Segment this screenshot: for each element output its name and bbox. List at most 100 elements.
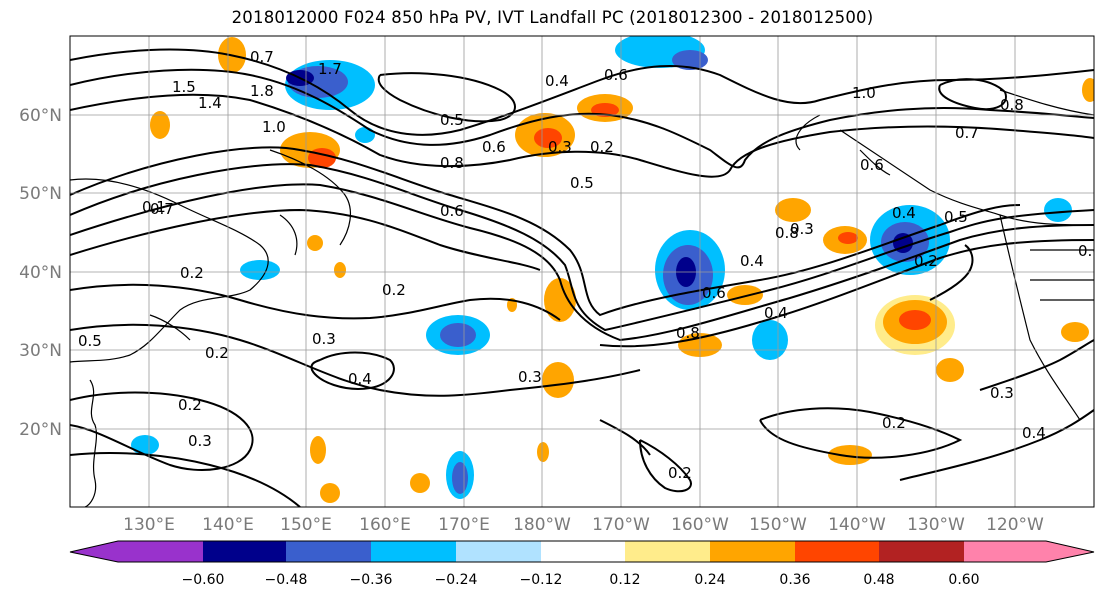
negative-anomaly-shading — [440, 323, 476, 347]
colorbar-segment — [710, 541, 795, 562]
lon-label: 130°W — [907, 515, 965, 535]
contour-label: 0.3 — [518, 368, 542, 386]
colorbar-tick-label: −0.48 — [265, 572, 308, 588]
lon-label: 150°E — [280, 515, 332, 535]
contour-label: 0.5 — [570, 174, 594, 192]
map-frame — [69, 35, 1095, 508]
negative-anomaly-shading — [752, 320, 788, 360]
positive-anomaly-shading — [727, 285, 763, 305]
colorbar: −0.60 −0.48 −0.36 −0.24 −0.12 0.12 0.24 … — [69, 540, 1095, 588]
contour-label: 1.0 — [262, 118, 286, 136]
colorbar-tick-label: 0.60 — [948, 572, 979, 588]
contour-label: 0.3 — [790, 220, 814, 238]
contour-label: 0.3 — [188, 432, 212, 450]
contour-label: 0.5 — [440, 111, 464, 129]
contour-label: 0.8 — [676, 324, 700, 342]
colorbar-segment — [964, 541, 1046, 562]
positive-anomaly-shading — [775, 198, 811, 222]
contour-label: 0.2 — [590, 138, 614, 156]
colorbar-segment — [118, 541, 203, 562]
colorbar-tick-label: 0.12 — [609, 572, 640, 588]
contour-label: 0.2 — [382, 281, 406, 299]
positive-anomaly-shading — [537, 442, 549, 462]
contour-label: 0.8 — [1000, 96, 1024, 114]
contour-label: 1.7 — [318, 60, 342, 78]
contour-label: 1.8 — [250, 82, 274, 100]
positive-anomaly-shading — [334, 262, 346, 278]
colorbar-tick-label: 0.36 — [779, 572, 810, 588]
lon-label: 160°W — [671, 515, 729, 535]
contour-label: 0.8 — [440, 154, 464, 172]
positive-anomaly-shading — [1061, 322, 1089, 342]
colorbar-segment — [1046, 541, 1094, 562]
contour-label: 0.6 — [440, 202, 464, 220]
contour-label: 0.4 — [348, 370, 372, 388]
contour-label: 0.4 — [1022, 424, 1046, 442]
negative-anomaly-shading — [672, 50, 708, 70]
colorbar-segment — [541, 541, 625, 562]
contour-label: 0.2 — [178, 396, 202, 414]
map-title: 2018012000 F024 850 hPa PV, IVT Landfall… — [231, 8, 874, 27]
lon-label: 170°E — [438, 515, 490, 535]
positive-anomaly-shading — [542, 362, 574, 398]
negative-anomaly-shading — [355, 127, 375, 143]
contour-label: 0.5 — [78, 332, 102, 350]
contour-label: 0.7 — [955, 124, 979, 142]
contour-label: 0.5 — [944, 208, 968, 226]
lon-label: 170°W — [592, 515, 650, 535]
contour-label: 0.6 — [1078, 242, 1102, 260]
negative-anomaly-shading — [240, 260, 280, 280]
contour-label: 0.7 — [150, 200, 174, 218]
colorbar-segment — [456, 541, 541, 562]
longitude-labels: 130°E 140°E 150°E 160°E 170°E 180°W 170°… — [123, 515, 1044, 535]
negative-anomaly-shading — [131, 435, 159, 455]
lon-label: 130°E — [123, 515, 175, 535]
lat-label: 20°N — [19, 420, 62, 440]
positive-anomaly-shading — [320, 483, 340, 503]
contour-label: 0.3 — [548, 138, 572, 156]
contour-label: 0.7 — [250, 48, 274, 66]
contour-label: 0.8 — [775, 224, 799, 242]
contour-label: 0.6 — [702, 284, 726, 302]
colorbar-segment — [371, 541, 456, 562]
colorbar-tick-label: 0.24 — [694, 572, 725, 588]
lon-label: 150°W — [749, 515, 807, 535]
colorbar-segment — [286, 541, 371, 562]
contour-label: 0.2 — [882, 414, 906, 432]
colorbar-tick-label: 0.48 — [863, 572, 894, 588]
contour-labels: 1.4 1.5 1.8 1.7 1.0 0.4 0.6 0.5 0.3 0.2 … — [78, 48, 1102, 482]
lat-label: 60°N — [19, 106, 62, 126]
positive-anomaly-shading — [936, 358, 964, 382]
contour-label: 0.2 — [205, 344, 229, 362]
contour-label: 0.6 — [482, 138, 506, 156]
contour-label: 1.0 — [852, 84, 876, 102]
colorbar-tick-label: −0.36 — [350, 572, 393, 588]
colorbar-outline — [69, 540, 1095, 563]
positive-anomaly-shading — [310, 436, 326, 464]
contour-label: 0.2 — [668, 464, 692, 482]
latitude-labels: 60°N 50°N 40°N 30°N 20°N — [19, 106, 62, 440]
contour-label: 0.4 — [764, 304, 788, 322]
contour-label: 0.3 — [990, 384, 1014, 402]
colorbar-tick-label: −0.24 — [435, 572, 478, 588]
colorbar-segment — [625, 541, 710, 562]
positive-anomaly-shading — [838, 232, 858, 244]
colorbar-segment — [203, 541, 286, 562]
lon-label: 140°W — [828, 515, 886, 535]
colorbar-tick-label: −0.60 — [182, 572, 225, 588]
positive-anomaly-shading — [150, 111, 170, 139]
graticule — [70, 36, 1094, 507]
colorbar-segment — [795, 541, 879, 562]
positive-anomaly-shading — [544, 278, 576, 322]
contour-label: 0.4 — [545, 72, 569, 90]
positive-anomaly-shading — [1082, 78, 1094, 102]
positive-anomaly-shading — [307, 235, 323, 251]
contour-label: 0.1 — [142, 198, 166, 216]
pc-shading — [131, 36, 1094, 503]
lon-label: 180°W — [513, 515, 571, 535]
colorbar-segment — [70, 541, 118, 562]
positive-anomaly-shading — [828, 445, 872, 465]
contour-label: 1.5 — [172, 78, 196, 96]
lon-label: 160°E — [359, 515, 411, 535]
